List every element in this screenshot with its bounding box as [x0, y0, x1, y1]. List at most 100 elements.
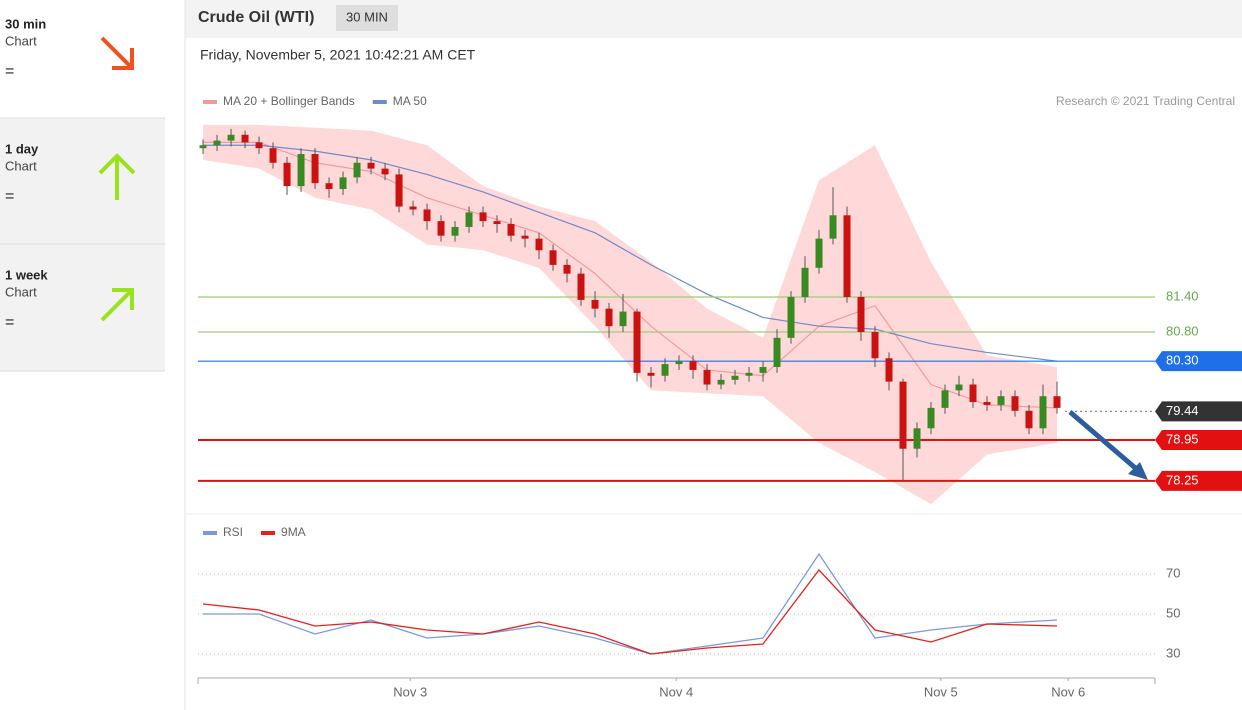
candle-body [605, 308, 613, 327]
candle-body [269, 148, 277, 163]
candle-body [577, 273, 585, 300]
candle-body [451, 226, 459, 236]
candle-body [199, 145, 207, 149]
candle-body [339, 177, 347, 190]
candle-body [913, 428, 921, 449]
candle-body [969, 384, 977, 403]
candle-body [703, 369, 711, 385]
level-tag [1155, 401, 1242, 422]
candle-body [241, 134, 249, 143]
candle-body [815, 238, 823, 268]
period: 1 day [5, 141, 39, 156]
trend-arrow [100, 288, 134, 322]
status: = [5, 314, 14, 331]
level-tag [1155, 429, 1242, 450]
candle-body [297, 154, 305, 187]
status: = [5, 188, 14, 205]
kind: Chart [5, 284, 37, 299]
candle-body [381, 168, 389, 175]
sidebar-item[interactable]: 1 week Chart = [5, 267, 134, 331]
kind: Chart [5, 33, 37, 48]
y-tick-label: 70 [1166, 565, 1180, 580]
level-tag [1155, 470, 1242, 491]
legend-swatch [372, 100, 387, 104]
series-line [202, 568, 1058, 655]
candle-body [647, 372, 655, 376]
candle-body [941, 390, 949, 408]
instrument-title: Crude Oil (WTI) [198, 9, 314, 26]
candle-body [465, 212, 473, 227]
sidebar-item[interactable]: 1 day Chart = [5, 141, 136, 205]
legend-label: 9MA [281, 525, 306, 539]
candle-body [983, 402, 991, 405]
x-tick-label: Nov 4 [659, 684, 693, 699]
moving-average [203, 144, 1058, 362]
x-tick-label: Nov 6 [1051, 684, 1085, 699]
y-tick-label: 30 [1166, 645, 1180, 660]
candle-body [563, 264, 571, 274]
badge-bg [336, 5, 398, 31]
candle-body [283, 162, 291, 187]
candle-body [395, 174, 403, 207]
kind: Chart [5, 158, 37, 173]
legend-label: MA 50 [393, 94, 427, 108]
candle-body [1039, 396, 1047, 429]
candle-body [955, 384, 963, 391]
candle-body [213, 140, 221, 146]
x-tick-label: Nov 5 [924, 684, 958, 699]
candle-body [927, 407, 935, 429]
candle-body [675, 361, 683, 365]
candle-body [437, 221, 445, 236]
period: 30 min [5, 16, 46, 31]
series-line [203, 552, 1058, 655]
candle-body [493, 221, 501, 225]
candle-body [507, 224, 515, 236]
legend-swatch [261, 531, 276, 535]
candle-body [591, 299, 599, 309]
candle-body [549, 250, 557, 265]
candle-body [787, 296, 795, 338]
timestamp: Friday, November 5, 2021 10:42:21 AM CET [200, 47, 476, 63]
candle-body [633, 311, 641, 373]
status: = [5, 63, 14, 80]
legend-swatch [203, 100, 217, 104]
legend-swatch [203, 531, 217, 535]
candle-body [1053, 396, 1061, 408]
candle-body [801, 267, 809, 297]
candle-body [885, 358, 893, 382]
candle-body [857, 296, 865, 333]
badge: 30 MIN [346, 9, 388, 24]
candle-body [759, 367, 767, 373]
level-label: 78.25 [1166, 472, 1199, 487]
y-tick-label: 50 [1166, 605, 1180, 620]
legend-label: MA 20 + Bollinger Bands [223, 94, 355, 108]
candle-body [535, 238, 543, 251]
candle-body [843, 215, 851, 297]
candle-body [997, 396, 1005, 405]
candle-body [227, 134, 235, 141]
candle-body [479, 212, 487, 222]
candle-body [829, 215, 837, 239]
candle-body [353, 162, 361, 178]
candle-body [899, 381, 907, 449]
candle-body [1025, 410, 1033, 429]
candle-body [661, 364, 669, 376]
candle-body [619, 311, 627, 327]
level-label: 78.95 [1166, 431, 1199, 446]
candle-body [745, 372, 753, 376]
candle-body [521, 235, 529, 239]
candle-body [717, 379, 725, 385]
candle-body [311, 154, 319, 184]
level-label: 79.44 [1166, 403, 1199, 418]
bollinger-band [203, 124, 1058, 505]
candle-body [773, 337, 781, 368]
credit: Research © 2021 Trading Central [1056, 94, 1235, 108]
level-label: 81.40 [1166, 288, 1199, 303]
candle-body [255, 142, 263, 149]
candle-body [689, 361, 697, 370]
candle-body [409, 206, 417, 210]
candle-body [367, 162, 375, 169]
forecast-arrowhead [1128, 462, 1148, 480]
sidebar-item[interactable]: 30 min Chart = [5, 16, 134, 80]
candle-body [325, 183, 333, 190]
